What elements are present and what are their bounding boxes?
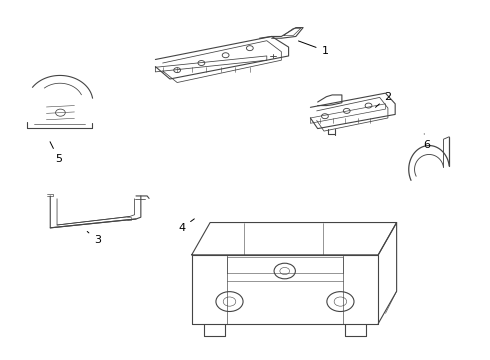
Text: 2: 2 bbox=[375, 92, 392, 107]
Text: 5: 5 bbox=[50, 142, 62, 164]
Text: 4: 4 bbox=[178, 219, 195, 233]
Text: 1: 1 bbox=[298, 41, 328, 56]
Text: 6: 6 bbox=[423, 134, 430, 149]
Text: 3: 3 bbox=[87, 231, 101, 245]
